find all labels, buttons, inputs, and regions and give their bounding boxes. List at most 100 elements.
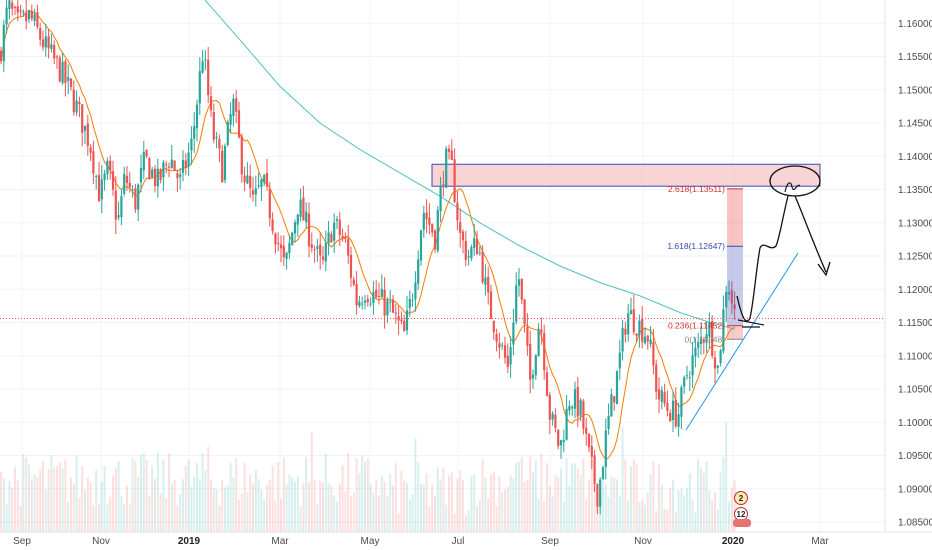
volume-bar [478, 499, 481, 532]
volume-bar [221, 479, 224, 532]
fib-level-label: 1.618(1.12647) [667, 241, 725, 251]
candle-body [67, 77, 70, 81]
volume-bar [109, 496, 112, 532]
x-axis[interactable]: Sep Nov 2019 Mar May Jul Sep Nov 2020 Mar [13, 536, 829, 547]
volume-bar [694, 511, 697, 532]
candle-body [327, 232, 330, 244]
volume-bar [604, 483, 607, 532]
candle-body [576, 386, 579, 417]
candle-body [55, 56, 59, 58]
volume-bar [658, 464, 660, 532]
candle-body [568, 406, 571, 411]
candle-body [389, 301, 392, 303]
candle-body [719, 350, 722, 364]
candle-body [148, 158, 151, 180]
candle-body [635, 333, 638, 336]
candle-body [445, 148, 448, 188]
fib-level-label: 0(1.11248) [685, 334, 726, 344]
volume-bar [632, 459, 635, 532]
volume-bar [582, 458, 585, 532]
candle-body [58, 57, 61, 82]
volume-bar [14, 467, 16, 532]
candle-body [489, 291, 493, 319]
candle-body [249, 175, 252, 189]
candle-body [495, 333, 498, 342]
candle-body [167, 166, 171, 168]
candle-body [184, 160, 187, 168]
volume-bar [361, 455, 364, 532]
candle-body [587, 433, 591, 448]
candle-body [324, 243, 327, 262]
volume-bar [408, 499, 411, 532]
flag-icon [733, 519, 751, 527]
candle-body [296, 214, 299, 225]
volume-bar [350, 495, 352, 532]
candle-body [5, 7, 8, 25]
candle-body [111, 171, 115, 190]
candle-body [97, 175, 101, 202]
volume-bar [352, 492, 355, 532]
candle-body [506, 355, 509, 367]
volume-bar [170, 484, 173, 532]
candle-body [403, 320, 406, 332]
volume-bar [58, 462, 61, 532]
candle-body [515, 285, 518, 322]
volume-bar [134, 460, 137, 532]
candle-body [179, 174, 182, 177]
candle-body [291, 232, 294, 245]
fibonacci-extension[interactable]: 2.618(1.13511) 1.618(1.12647) 0.236(1.1145… [667, 184, 743, 344]
candle-body [201, 61, 204, 73]
volume-bar [98, 503, 100, 532]
volume-bar [484, 477, 487, 532]
volume-bar [722, 457, 725, 532]
volume-bar [8, 480, 11, 532]
candle-body [2, 24, 5, 62]
volume-bar [730, 487, 733, 532]
event-badges[interactable]: 2 12 [733, 491, 751, 528]
volume-bar [375, 479, 378, 532]
volume-bar [467, 509, 470, 532]
hand-drawings[interactable] [685, 165, 831, 431]
candle-body [652, 341, 655, 366]
volume-bar [534, 460, 537, 532]
volume-bar [324, 453, 327, 532]
candle-body [190, 138, 193, 151]
short-moving-average-line [0, 9, 735, 460]
volume-bar [240, 494, 243, 532]
candle-body [263, 174, 266, 183]
candle-body [240, 136, 243, 175]
volume-bar [420, 483, 422, 532]
candle-body [439, 185, 442, 212]
volume-bar [509, 475, 512, 532]
volume-bar [268, 479, 271, 532]
candle-body [694, 347, 697, 357]
resistance-zone[interactable] [431, 163, 821, 187]
candle-body [408, 299, 411, 308]
candle-body [369, 303, 372, 305]
candle-body [198, 71, 201, 104]
candle-body [41, 39, 45, 48]
volume-bar [117, 461, 120, 532]
volume-bar [560, 468, 562, 532]
volume-bar [86, 478, 89, 532]
volume-bar [708, 490, 711, 532]
fib-level-label: 0.236(1.11452) [668, 321, 725, 331]
volume-bar [607, 497, 610, 532]
x-tick-label: May [361, 536, 380, 547]
volume-bar [30, 478, 33, 532]
candle-body [8, 0, 11, 10]
candle-body [156, 168, 159, 187]
candle-body [705, 334, 708, 343]
volume-bar [232, 477, 235, 532]
candle-body [610, 394, 613, 417]
support-mark-line [737, 319, 765, 326]
volume-bar [355, 458, 358, 532]
volume-bar [576, 468, 579, 532]
candle-body [442, 184, 445, 186]
y-axis[interactable]: 1.16000 1.15500 1.15000 1.14500 1.14000 1.135… [898, 19, 932, 529]
y-tick-label: 1.09500 [898, 451, 932, 462]
candle-body [461, 231, 465, 241]
volume-bar [165, 498, 168, 532]
